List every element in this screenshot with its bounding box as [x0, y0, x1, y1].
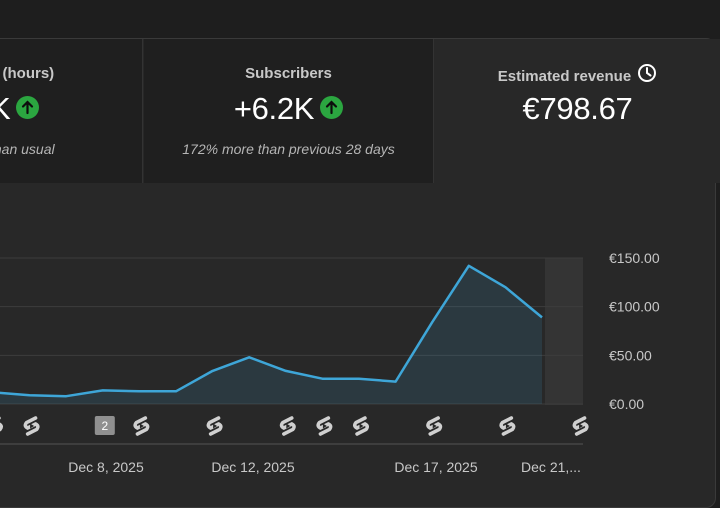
shorts-icon[interactable] — [282, 418, 295, 434]
shorts-icon[interactable] — [574, 418, 587, 434]
y-tick-label: €100.00 — [609, 299, 660, 315]
shorts-icon[interactable] — [355, 418, 368, 434]
shorts-icon[interactable] — [135, 418, 148, 434]
y-tick-label: €50.00 — [609, 347, 652, 363]
chart-hover-band — [545, 258, 583, 405]
shorts-icon[interactable] — [428, 418, 441, 434]
shorts-icon[interactable] — [318, 418, 331, 434]
x-axis-labels: Dec 8, 2025 Dec 12, 2025 Dec 17, 2025 Dec 2… — [68, 459, 581, 475]
shorts-icon[interactable] — [208, 418, 221, 434]
video-markers: 2 — [0, 416, 587, 435]
video-count-marker[interactable]: 2 — [95, 416, 115, 435]
shorts-icon[interactable] — [25, 418, 38, 434]
y-axis-labels: €150.00 €100.00 €50.00 €0.00 — [609, 250, 660, 412]
x-tick-label: Dec 17, 2025 — [394, 459, 477, 475]
shorts-icon[interactable] — [0, 418, 1, 434]
y-tick-label: €150.00 — [609, 250, 660, 266]
x-tick-label: Dec 8, 2025 — [68, 459, 144, 475]
x-tick-label: Dec 21,... — [521, 459, 581, 475]
shorts-icon[interactable] — [501, 418, 514, 434]
x-tick-label: Dec 12, 2025 — [211, 459, 294, 475]
chart-area — [0, 266, 542, 404]
video-count-label: 2 — [101, 419, 108, 433]
y-tick-label: €0.00 — [609, 396, 644, 412]
